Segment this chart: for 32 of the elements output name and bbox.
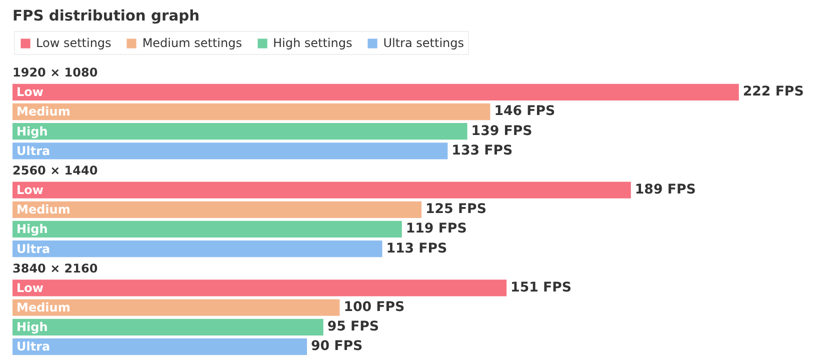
y-tick-label: 3840 × 2160 — [12, 261, 98, 276]
legend-label: Low settings — [36, 36, 112, 50]
chart-title: FPS distribution graph — [12, 8, 200, 24]
annotation: Medium — [16, 104, 70, 119]
annotation: Low — [16, 85, 44, 100]
data-label: 95 FPS — [327, 320, 380, 335]
annotation: Medium — [16, 202, 70, 217]
annotation: High — [16, 222, 48, 236]
data-label: 222 FPS — [742, 84, 804, 100]
annotation: Ultra — [16, 144, 50, 158]
legend-label: Ultra settings — [383, 36, 464, 50]
data-label: 100 FPS — [344, 300, 405, 316]
legend-label: Medium settings — [142, 36, 242, 50]
data-label: 133 FPS — [452, 143, 513, 158]
annotation: Ultra — [16, 340, 50, 354]
data-label: 139 FPS — [471, 124, 532, 139]
y-tick-label: 1920 × 1080 — [12, 66, 98, 80]
data-label: 119 FPS — [406, 222, 467, 237]
annotation: High — [16, 124, 48, 138]
y-tick-label: 2560 × 1440 — [12, 163, 98, 178]
annotation: Ultra — [16, 242, 50, 256]
data-label: 189 FPS — [634, 182, 696, 198]
data-label: 146 FPS — [494, 104, 556, 120]
annotation: Low — [16, 183, 44, 198]
annotation: High — [16, 320, 48, 334]
annotation: Medium — [16, 300, 70, 315]
data-label: 113 FPS — [386, 241, 448, 256]
data-label: 125 FPS — [425, 202, 486, 218]
data-label: 151 FPS — [510, 280, 572, 296]
data-label: 90 FPS — [310, 339, 363, 354]
legend-label: High settings — [272, 36, 352, 50]
annotation: Low — [16, 280, 44, 295]
